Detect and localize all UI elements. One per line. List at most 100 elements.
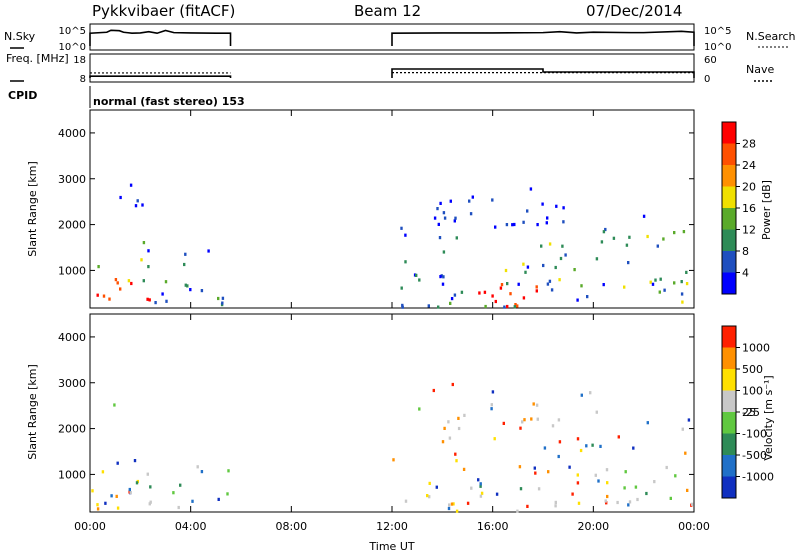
scatter-cell <box>517 282 520 286</box>
scatter-cell <box>535 289 538 293</box>
colorbar-segment <box>722 433 736 455</box>
scatter-cell <box>470 486 473 490</box>
scatter-cell <box>463 413 466 417</box>
colorbar-tick-label: 4 <box>742 267 749 280</box>
scatter-cell <box>448 503 451 507</box>
scatter-cell <box>133 459 137 463</box>
xtick-label: 12:00 <box>376 520 408 533</box>
scatter-cell <box>462 467 466 471</box>
scatter-cell <box>636 497 639 502</box>
xtick-label: 20:00 <box>577 520 609 533</box>
scatter-cell <box>127 279 131 283</box>
scatter-cell <box>503 305 506 309</box>
scatter-cell <box>545 221 548 225</box>
scatter-cell <box>535 403 539 407</box>
scatter-cell <box>522 262 525 266</box>
scatter-cell <box>516 509 519 513</box>
power-colorbar: 4 8 12 16 20 24 28 <box>721 121 756 295</box>
scatter-cell <box>119 287 122 291</box>
scatter-cell <box>514 303 517 307</box>
scatter-cell <box>468 199 471 203</box>
power-frame <box>89 109 695 309</box>
scatter-cell <box>453 219 456 223</box>
nsearch-label: N.Search <box>746 30 796 43</box>
scatter-cell <box>447 506 451 511</box>
scatter-cell <box>589 391 592 395</box>
scatter-cell <box>443 426 446 430</box>
scatter-cell <box>521 420 524 424</box>
beam-title: Beam 12 <box>354 2 421 20</box>
scatter-cell <box>154 301 157 305</box>
scatter-cell <box>558 278 561 282</box>
scatter-cell <box>532 402 535 406</box>
scatter-cell <box>586 295 589 299</box>
scatter-cell <box>440 274 443 278</box>
colorbar-segment <box>722 347 736 369</box>
scatter-cell <box>617 435 620 439</box>
scatter-cell <box>540 244 543 248</box>
freq-frame <box>89 53 695 83</box>
xtick-label: 04:00 <box>175 520 207 533</box>
scatter-cell <box>97 265 100 269</box>
scatter-cell <box>494 225 497 229</box>
scatter-cell <box>526 209 529 213</box>
scatter-cell <box>634 485 638 489</box>
scatter-cell <box>415 273 418 277</box>
scatter-cell <box>580 393 583 397</box>
nsky-ytick-bottom: 10^0 <box>59 42 86 53</box>
scatter-cell <box>191 499 194 503</box>
scatter-cell <box>519 426 522 430</box>
scatter-cell <box>604 499 607 503</box>
scatter-cell <box>426 494 429 498</box>
scatter-cell <box>484 304 487 309</box>
scatter-cell <box>141 203 144 207</box>
scatter-cell <box>546 216 549 220</box>
colorbar-segment <box>722 455 736 477</box>
scatter-cell <box>401 303 404 307</box>
radar-title: Pykkvibaer (fitACF) <box>92 2 235 20</box>
scatter-cell <box>165 299 168 303</box>
ytick-label: 3000 <box>58 377 86 390</box>
scatter-cell <box>529 187 533 191</box>
ytick-label: 4000 <box>58 331 86 344</box>
scatter-cell <box>457 426 461 431</box>
power-yticks: 1000 2000 3000 4000 <box>58 127 694 277</box>
scatter-cell <box>221 301 224 305</box>
scatter-cell <box>200 289 204 293</box>
scatter-cell <box>142 241 146 245</box>
scatter-cell <box>628 235 631 239</box>
time-axis-ticks: 00:00 04:00 08:00 12:00 16:00 20:00 00:00 <box>74 110 710 533</box>
scatter-cell <box>654 278 657 282</box>
scatter-cell <box>623 285 626 289</box>
scatter-cell <box>439 201 442 205</box>
scatter-cell <box>451 382 454 387</box>
scatter-cell <box>680 292 684 296</box>
time-axis-label: Time UT <box>368 540 414 553</box>
scatter-cell <box>436 207 439 211</box>
scatter-cell <box>554 265 557 270</box>
scatter-cell <box>427 304 430 308</box>
scatter-cell <box>653 480 656 484</box>
scatter-cell <box>533 466 536 470</box>
colorbar-tick-label: 500 <box>742 363 763 376</box>
nave-ytick-bottom: 0 <box>704 74 710 85</box>
scatter-cell <box>91 489 94 493</box>
nsearch-ytick-top: 10^5 <box>704 26 731 37</box>
scatter-cell <box>428 481 431 485</box>
scatter-cell <box>681 427 684 431</box>
scatter-cell <box>196 465 199 469</box>
colorbar-segment <box>722 122 736 144</box>
scatter-cell <box>571 492 574 496</box>
scatter-cell <box>513 222 516 227</box>
scatter-cell <box>113 403 116 407</box>
scatter-cell <box>418 278 421 282</box>
scatter-cell <box>130 281 133 286</box>
scatter-cell <box>164 280 168 284</box>
scatter-cell <box>656 244 659 248</box>
scatter-cell <box>526 504 529 508</box>
scatter-cell <box>568 465 571 469</box>
scatter-cell <box>561 244 564 248</box>
scatter-cell <box>526 265 530 269</box>
scatter-cell <box>146 297 149 301</box>
